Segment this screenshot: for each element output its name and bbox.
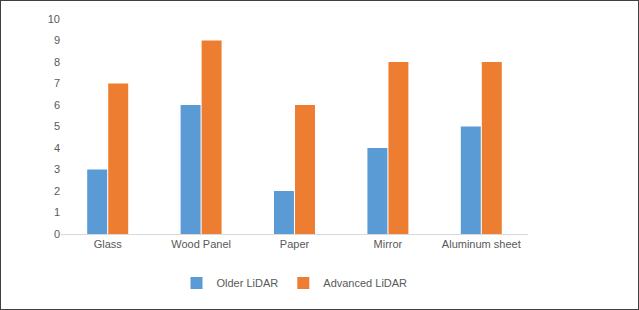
svg-text:4: 4: [54, 142, 60, 154]
svg-text:3: 3: [54, 163, 60, 175]
svg-text:Mirror: Mirror: [374, 238, 403, 250]
svg-text:8: 8: [54, 56, 60, 68]
svg-text:Aluminum sheet: Aluminum sheet: [442, 238, 521, 250]
svg-text:Paper: Paper: [280, 238, 310, 250]
svg-text:Advanced LiDAR: Advanced LiDAR: [323, 277, 407, 289]
svg-text:Glass: Glass: [94, 238, 123, 250]
svg-text:1: 1: [54, 206, 60, 218]
svg-text:10: 10: [48, 13, 60, 25]
svg-text:Older LiDAR: Older LiDAR: [217, 277, 279, 289]
svg-text:9: 9: [54, 34, 60, 46]
svg-text:2: 2: [54, 185, 60, 197]
svg-text:Wood Panel: Wood Panel: [171, 238, 231, 250]
svg-text:6: 6: [54, 99, 60, 111]
svg-text:7: 7: [54, 77, 60, 89]
svg-text:5: 5: [54, 120, 60, 132]
svg-text:0: 0: [54, 228, 60, 240]
